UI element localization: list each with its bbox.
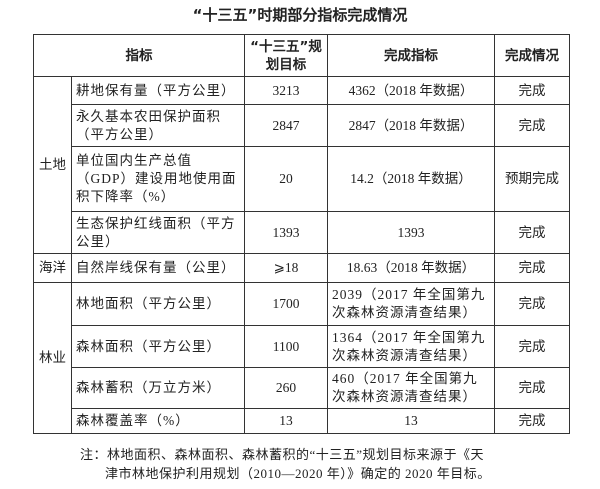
achieved-cell: 4362（2018 年数据） <box>327 76 495 105</box>
indicator-cell: 单位国内生产总值（GDP）建设用地使用面积下降率（%） <box>71 146 245 212</box>
achieved-cell: 18.63（2018 年数据） <box>327 253 495 283</box>
indicator-cell: 森林面积（平方公里） <box>71 325 245 368</box>
table-row: 森林面积（平方公里） 1100 1364（2017 年全国第九次森林资源清查结果）完… <box>34 325 570 368</box>
achieved-cell: 1364（2017 年全国第九次森林资源清查结果） <box>327 325 495 368</box>
table-row: 森林覆盖率（%） 13 13 完成 <box>34 408 570 434</box>
target-cell: 1700 <box>244 282 328 326</box>
category-cell: 土地 <box>33 76 72 254</box>
status-cell: 完成 <box>494 325 570 368</box>
footnote-line1: 注：林地面积、森林面积、森林蓄积的“十三五”规划目标来源于《天 <box>80 447 485 462</box>
target-cell: 13 <box>244 408 328 434</box>
header-achieved: 完成指标 <box>327 34 495 77</box>
footnote: 注：林地面积、森林面积、森林蓄积的“十三五”规划目标来源于《天 津市林地保护利用… <box>80 445 570 483</box>
indicator-cell: 永久基本农田保护面积（平方公里） <box>71 104 245 147</box>
status-cell: 完成 <box>494 408 570 434</box>
status-cell: 完成 <box>494 211 570 254</box>
table-row: 林业 林地面积（平方公里） 1700 2039（2017 年全国第九次森林资源清查结果… <box>33 282 570 434</box>
status-cell: 完成 <box>494 282 570 326</box>
header-status: 完成情况 <box>494 34 570 77</box>
table-row: 永久基本农田保护面积（平方公里） 2847 2847（2018 年数据） 完成 <box>34 104 570 147</box>
category-cell: 海洋 <box>33 253 72 283</box>
table-title: “十三五”时期部分指标完成情况 <box>192 6 408 24</box>
achieved-cell: 2039（2017 年全国第九次森林资源清查结果） <box>327 282 495 326</box>
achieved-cell: 2847（2018 年数据） <box>327 104 495 147</box>
target-cell: ⩾18 <box>244 253 328 283</box>
indicator-cell: 耕地保有量（平方公里） <box>71 76 245 105</box>
footnote-line2: 津市林地保护利用规划（2010—2020 年）》确定的 2020 年目标。 <box>105 466 491 481</box>
header-indicator: 指标 <box>33 34 245 77</box>
target-cell: 1393 <box>244 211 328 254</box>
target-cell: 2847 <box>244 104 328 147</box>
status-cell: 预期完成 <box>494 146 570 212</box>
table-row: 单位国内生产总值（GDP）建设用地使用面积下降率（%） 20 14.2（2018 年… <box>34 146 570 212</box>
status-cell: 完成 <box>494 104 570 147</box>
achieved-cell: 13 <box>327 408 495 434</box>
status-cell: 完成 <box>494 76 570 105</box>
target-cell: 20 <box>244 146 328 212</box>
table-row: 森林蓄积（万立方米） 260 460（2017 年全国第九次森林资源清查结果） 完成 <box>34 367 570 409</box>
achieved-cell: 14.2（2018 年数据） <box>327 146 495 212</box>
target-cell: 260 <box>244 367 328 409</box>
target-cell: 1100 <box>244 325 328 368</box>
table-row: 土地 耕地保有量（平方公里） 3213 4362（2018 年数据） 完成 <box>33 76 570 254</box>
table-row: 海洋 自然岸线保有量（公里） ⩾18 18.63（2018 年数据） 完成 <box>33 253 570 283</box>
indicator-cell: 森林覆盖率（%） <box>71 408 245 434</box>
header-target: “十三五”规划目标 <box>244 34 328 77</box>
status-cell: 完成 <box>494 367 570 409</box>
target-cell: 3213 <box>244 76 328 105</box>
status-cell: 完成 <box>494 253 570 283</box>
category-cell: 林业 <box>33 282 72 434</box>
indicator-cell: 生态保护红线面积（平方公里） <box>71 211 245 254</box>
table-row: 生态保护红线面积（平方公里） 1393 1393 完成 <box>34 211 570 254</box>
indicator-cell: 自然岸线保有量（公里） <box>71 253 245 283</box>
achieved-cell: 460（2017 年全国第九次森林资源清查结果） <box>327 367 495 409</box>
indicator-table: 指标 “十三五”规划目标 完成指标 完成情况 土地 耕地保有量（平方公里） 3213… <box>33 34 570 434</box>
achieved-cell: 1393 <box>327 211 495 254</box>
indicator-cell: 森林蓄积（万立方米） <box>71 367 245 409</box>
indicator-cell: 林地面积（平方公里） <box>71 282 245 326</box>
